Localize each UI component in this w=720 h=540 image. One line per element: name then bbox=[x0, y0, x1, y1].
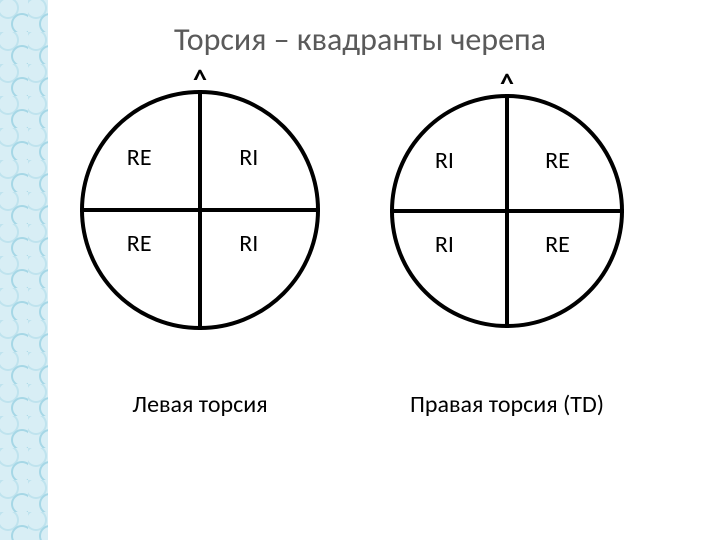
diagram-area: ^ RE RI RE RI Левая торсия ^ RI RE RI RE… bbox=[60, 90, 700, 510]
quadrant-label-br: RI bbox=[239, 229, 258, 258]
vertical-axis bbox=[198, 90, 202, 330]
quadrant-label-br: RE bbox=[545, 230, 570, 259]
quadrant-label-bl: RI bbox=[435, 230, 454, 259]
right-caption: Правая торсия (TD) bbox=[370, 390, 644, 419]
quadrant-label-tr: RE bbox=[545, 146, 570, 175]
page-title: Торсия – квадранты черепа bbox=[0, 20, 720, 59]
quadrant-label-tl: RE bbox=[127, 143, 152, 172]
quadrant-label-tr: RI bbox=[239, 143, 258, 172]
left-caption: Левая торсия bbox=[60, 390, 340, 419]
decorative-strip bbox=[0, 0, 48, 540]
vertical-axis bbox=[505, 94, 509, 328]
quadrant-label-bl: RE bbox=[127, 229, 152, 258]
quadrant-label-tl: RI bbox=[435, 146, 454, 175]
